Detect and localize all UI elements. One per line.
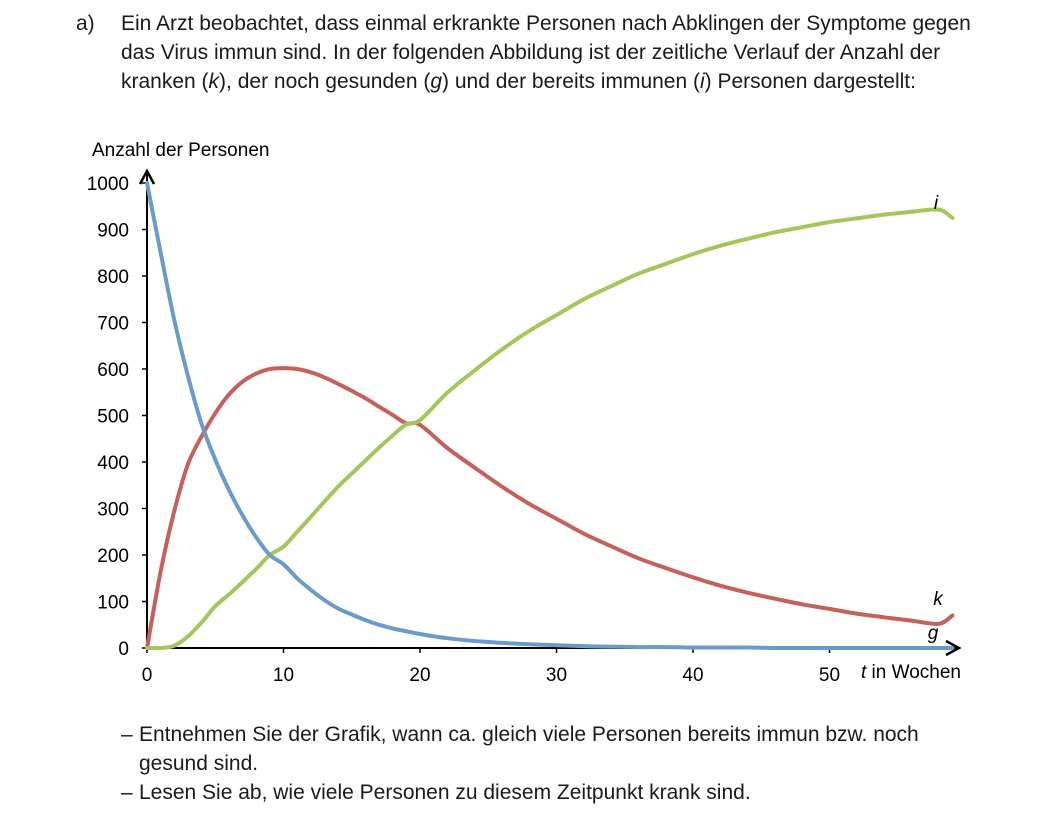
task-label: a) [76, 12, 95, 35]
x-axis-label-unit: in Wochen [866, 662, 961, 683]
x-tick-label: 0 [142, 665, 153, 686]
y-axis-arrow-icon [138, 168, 156, 185]
dash: – [121, 723, 133, 746]
y-tick-label: 500 [97, 407, 129, 428]
y-tick-label: 400 [97, 453, 129, 474]
intro-part: Ein Arzt beobachtet, dass einmal erkrank… [121, 12, 971, 93]
y-tick-label: 700 [97, 314, 129, 335]
series-line-g [145, 181, 955, 651]
series-labels: i kg [928, 193, 945, 644]
y-tick-label: 100 [97, 593, 129, 614]
intro-part: ) und der bereits immunen ( [442, 70, 700, 93]
x-axis-label-var: t [861, 662, 867, 683]
series-line-k [145, 366, 955, 650]
y-tick-label: 800 [97, 267, 129, 288]
task-item: – Lesen Sie ab, wie viele Personen zu die… [121, 778, 991, 807]
task-item: – Entnehmen Sie der Grafik, wann ca. glei… [121, 720, 991, 778]
intro-var-i: i [700, 70, 705, 93]
x-tick-label: 20 [409, 665, 430, 686]
y-tick-label: 600 [97, 360, 129, 381]
chart: Anzahl der Personen 01002003004005006007… [87, 140, 962, 686]
task-intro: Ein Arzt beobachtet, dass einmal erkrank… [121, 9, 991, 96]
x-tick-label: 10 [273, 665, 294, 686]
y-tick-label: 200 [97, 546, 129, 567]
y-tick-label: 0 [118, 639, 129, 660]
series-label-i: i [934, 193, 939, 214]
x-tick-label: 50 [819, 665, 840, 686]
intro-var-g: g [430, 70, 443, 93]
intro-var-k: k [208, 70, 220, 93]
intro-part: ), der noch gesunden ( [219, 70, 431, 93]
axes [138, 168, 962, 657]
intro-part: ) Personen dargestellt: [704, 70, 916, 93]
series-label-g: g [928, 623, 939, 644]
task-item-text: Lesen Sie ab, wie viele Personen zu dies… [139, 781, 751, 804]
x-axis-label: t in Wochen [861, 662, 961, 683]
y-tick-label: 900 [97, 221, 129, 242]
y-tick-label: 300 [97, 500, 129, 521]
dash: – [121, 781, 133, 804]
task-item-text: Entnehmen Sie der Grafik, wann ca. gleic… [139, 723, 919, 775]
tick-labels: 0 100 200 300 400 500 600 700 800 900 1000 0 10 20 30 4… [87, 174, 840, 686]
series-label-k: k [933, 589, 944, 610]
y-axis-label: Anzahl der Personen [92, 140, 269, 161]
x-tick-label: 40 [682, 665, 703, 686]
x-tick-label: 30 [546, 665, 567, 686]
y-tick-label: 1000 [87, 174, 129, 195]
task-list: – Entnehmen Sie der Grafik, wann ca. glei… [121, 720, 991, 807]
series-line-i [145, 207, 955, 651]
series-lines [145, 181, 955, 651]
x-axis-arrow-icon [945, 639, 962, 657]
